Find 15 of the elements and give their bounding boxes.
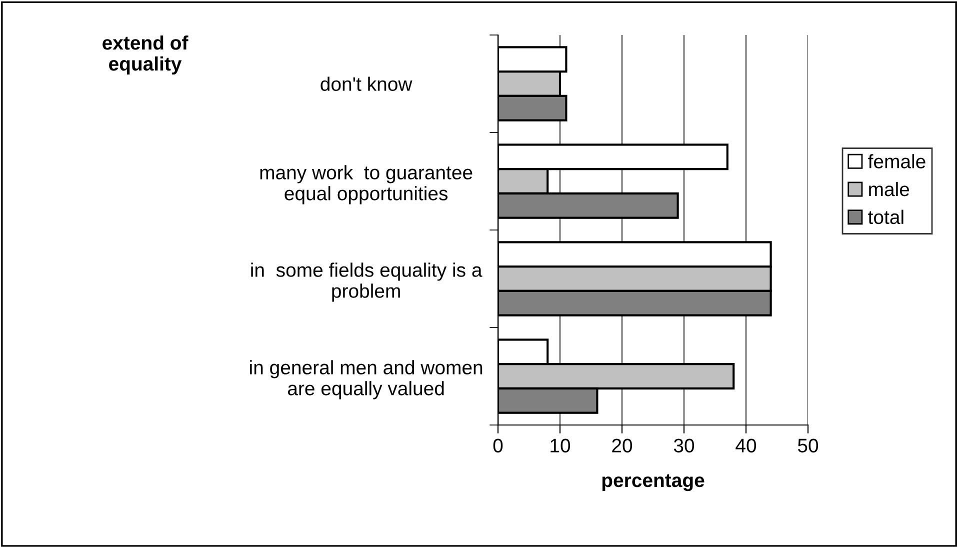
x-tick-label: 20 bbox=[612, 438, 632, 452]
x-tick-label: 40 bbox=[736, 438, 756, 452]
x-tick-label: 50 bbox=[798, 438, 818, 452]
x-axis-title: percentage bbox=[602, 474, 704, 492]
y-tick-label: don't know bbox=[320, 76, 412, 91]
x-tick-label: 30 bbox=[674, 438, 694, 452]
legend-label: male bbox=[869, 182, 910, 196]
y-tick-label: in general men and women are equally valued bbox=[250, 360, 482, 400]
legend-label: female bbox=[868, 154, 926, 168]
y-tick-label: many work to guarantee equal opportunities bbox=[260, 165, 472, 204]
x-tick-label: 10 bbox=[550, 438, 570, 452]
x-tick-label: 0 bbox=[493, 438, 503, 452]
y-axis-title: extend of equality bbox=[102, 35, 188, 75]
y-tick-label: in some fields equality is a problem bbox=[251, 262, 482, 302]
legend-label: total bbox=[868, 210, 904, 224]
